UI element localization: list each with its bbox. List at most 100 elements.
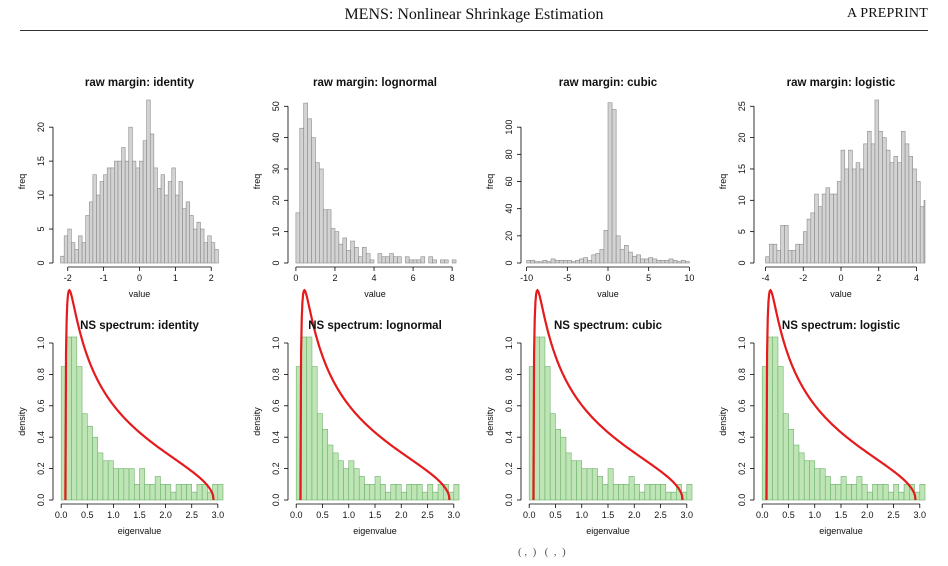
histogram-bar — [830, 483, 837, 501]
histogram-bar — [908, 156, 913, 264]
histogram-bar — [354, 247, 359, 264]
y-tick-label: 100 — [504, 120, 514, 135]
histogram-bar — [193, 228, 198, 264]
histogram-bar — [867, 131, 872, 264]
x-tick-label: 2 — [209, 273, 214, 283]
histogram-bar — [660, 259, 666, 264]
y-tick-label: 10 — [737, 195, 747, 205]
histogram-bar — [575, 259, 580, 264]
histogram-bar — [656, 259, 662, 264]
x-tick-label: 0.5 — [782, 510, 795, 520]
histogram-bar — [665, 491, 672, 501]
x-tick-label: 2.5 — [185, 510, 198, 520]
x-tick-label: 3.0 — [914, 510, 927, 520]
histogram-bar — [833, 193, 838, 264]
histogram-bar — [110, 167, 115, 264]
histogram-bar — [633, 483, 640, 501]
y-tick-label: 0.6 — [271, 400, 281, 413]
histogram-bar — [142, 140, 147, 264]
histogram-bar — [165, 483, 172, 501]
histogram-bar — [99, 181, 104, 264]
histogram-bar — [530, 259, 536, 264]
histogram-bar — [107, 460, 114, 501]
histogram-bar — [332, 452, 339, 501]
y-tick-label: 30 — [271, 164, 281, 174]
histogram-bar — [132, 160, 137, 264]
x-tick-label: -5 — [563, 273, 571, 283]
figure-panel-grid: raw margin: identity-2 -1 0 1 2value05101520… — [17, 77, 927, 536]
histogram-bar — [191, 491, 198, 501]
histogram-bar — [668, 258, 674, 264]
y-tick-label: 0.6 — [36, 400, 46, 413]
histogram-bar — [330, 228, 336, 264]
y-tick-label: 1.0 — [36, 337, 46, 350]
x-tick-label: 2.0 — [395, 510, 408, 520]
histogram-bar — [76, 366, 83, 501]
histogram-bar — [153, 167, 158, 264]
histogram-bar — [861, 483, 868, 501]
histogram-bar — [901, 131, 906, 264]
histogram-bars — [526, 102, 690, 264]
y-tick-label: 1.0 — [271, 337, 281, 350]
chart-panel-1: raw margin: identity -2 -1 0 1 2 value 0 5 10 15 20… — [17, 77, 219, 299]
histogram-bar — [337, 460, 344, 501]
histogram-bar — [322, 209, 328, 264]
histogram-bar — [178, 181, 183, 264]
histogram-bar — [780, 225, 785, 264]
histogram-bar — [381, 256, 387, 264]
histogram-bars — [60, 99, 219, 264]
histogram-bar — [591, 468, 598, 501]
histogram-bar — [201, 483, 208, 501]
histogram-bar — [348, 460, 355, 501]
histogram-bar — [85, 215, 90, 264]
x-axis-label: value — [597, 289, 619, 299]
x-tick-label: 0.0 — [290, 510, 303, 520]
x-tick-label: 1.5 — [369, 510, 382, 520]
histogram-bar — [787, 250, 793, 264]
histogram-bar — [618, 483, 625, 501]
histogram-bar — [74, 249, 79, 264]
histogram-bar — [369, 483, 376, 501]
histogram-bar — [848, 149, 853, 264]
histogram-bar — [385, 491, 392, 501]
histogram-bar — [919, 483, 926, 501]
y-tick-label: 0.0 — [737, 494, 747, 507]
chart-panel-2: raw margin: lognormal 0 2 4 6 8 value 0 10 20 30 40… — [252, 77, 457, 299]
histogram-bar — [117, 160, 122, 264]
x-tick-label: 0.0 — [55, 510, 68, 520]
histogram-bar — [133, 483, 140, 501]
histogram-bar — [555, 429, 562, 501]
histogram-bar — [379, 483, 386, 501]
histogram-bar — [327, 444, 334, 501]
histogram-bar — [791, 250, 797, 264]
histogram-bar — [649, 483, 656, 501]
histogram-bar — [210, 242, 216, 264]
histogram-bar — [825, 187, 830, 264]
x-tick-label: 4 — [372, 273, 377, 283]
histogram-bar — [571, 261, 576, 264]
histogram-bar — [149, 483, 156, 501]
y-axis-label: freq — [718, 174, 728, 190]
histogram-bar — [160, 174, 165, 264]
x-tick-label: 0 — [293, 273, 298, 283]
histogram-bar — [306, 336, 313, 501]
histogram-bar — [315, 162, 320, 264]
x-tick-label: 2 — [332, 273, 337, 283]
histogram-bar — [121, 147, 126, 264]
x-tick-label: 1.0 — [808, 510, 821, 520]
density-curve — [299, 288, 451, 501]
histogram-bar — [420, 256, 426, 264]
x-tick-label: -4 — [762, 273, 770, 283]
histogram-bar — [175, 483, 182, 501]
y-tick-label: 0.4 — [504, 431, 514, 444]
histogram-bar — [803, 460, 810, 501]
histogram-bar — [92, 174, 97, 264]
y-tick-label: 0.6 — [737, 400, 747, 413]
x-tick-label: 2.5 — [654, 510, 667, 520]
histogram-bar — [824, 476, 831, 501]
y-tick-label: 40 — [504, 204, 514, 214]
histogram-bar — [343, 468, 350, 501]
histogram-bar — [124, 160, 130, 264]
histogram-bar — [400, 491, 407, 501]
y-tick-label: 0.4 — [271, 431, 281, 444]
